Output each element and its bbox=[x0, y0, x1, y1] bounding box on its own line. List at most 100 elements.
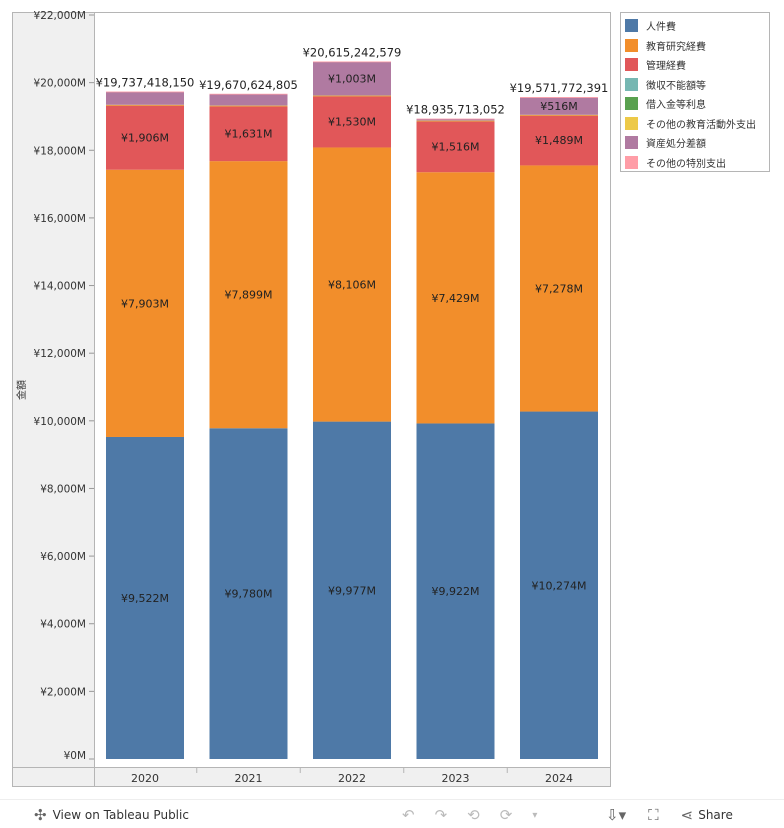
bar-segment bbox=[416, 120, 495, 173]
bar-segment bbox=[209, 161, 288, 429]
bar-segment bbox=[209, 105, 288, 107]
segment-label: ¥516M bbox=[540, 100, 578, 113]
legend-swatch bbox=[625, 116, 638, 130]
bar-segment bbox=[520, 115, 598, 166]
bar-segment bbox=[209, 428, 288, 759]
bar-segment bbox=[106, 105, 184, 170]
legend: 人件費教育研究経費 管理経費徴収不能額等 借入金等利息その他の教育活動外支出 資産処分… bbox=[620, 12, 770, 172]
share-icon: ⋖ bbox=[680, 806, 694, 824]
segment-label: ¥7,899M bbox=[225, 289, 273, 302]
refresh-icon[interactable]: ⟳ bbox=[499, 806, 513, 824]
legend-item[interactable]: その他の特別支出 bbox=[625, 153, 769, 173]
bar-segment bbox=[209, 105, 288, 162]
bar-segment bbox=[313, 95, 391, 97]
legend-swatch bbox=[625, 155, 638, 169]
segment-label: ¥9,522M bbox=[121, 592, 169, 605]
x-tick-label: 2022 bbox=[338, 772, 366, 785]
y-tick-label: ¥12,000M bbox=[34, 348, 86, 360]
y-tick-label: ¥22,000M bbox=[34, 10, 86, 22]
segment-label: ¥7,903M bbox=[121, 297, 169, 310]
bar-segment bbox=[313, 61, 391, 63]
tableau-toolbar: ✣ View on Tableau Public ↶ ↷ ⟲ ⟳ ▾ ⇩▾ ⛶ … bbox=[0, 799, 784, 828]
bar-segment bbox=[209, 94, 288, 106]
bar-segment bbox=[313, 421, 391, 759]
segment-label: ¥1,516M bbox=[432, 141, 480, 154]
segment-label: ¥1,489M bbox=[535, 134, 583, 147]
y-tick-label: ¥6,000M bbox=[40, 551, 86, 563]
y-tick-label: ¥14,000M bbox=[34, 281, 86, 293]
legend-swatch bbox=[625, 136, 638, 150]
tableau-logo-icon: ✣ bbox=[34, 806, 47, 824]
x-tick-label: 2020 bbox=[131, 772, 159, 785]
legend-item[interactable]: その他の教育活動外支出 bbox=[625, 114, 769, 134]
bar-segment bbox=[520, 114, 598, 116]
bar-segment bbox=[106, 436, 184, 759]
y-tick-label: ¥18,000M bbox=[34, 145, 86, 157]
y-tick-label: ¥16,000M bbox=[34, 213, 86, 225]
share-button[interactable]: ⋖ Share bbox=[681, 806, 733, 824]
legend-label: その他の特別支出 bbox=[646, 158, 726, 170]
revert-icon[interactable]: ⟲ bbox=[467, 806, 480, 824]
segment-label: ¥1,530M bbox=[328, 116, 376, 129]
undo-icon[interactable]: ↶ bbox=[402, 806, 415, 824]
pause-dropdown-icon[interactable]: ▾ bbox=[532, 809, 538, 821]
bar-segment bbox=[520, 97, 598, 115]
total-label: ¥18,935,713,052 bbox=[406, 103, 505, 117]
segment-label: ¥10,274M bbox=[532, 579, 587, 592]
y-tick-label: ¥8,000M bbox=[40, 483, 86, 495]
legend-label: 資産処分差額 bbox=[646, 139, 706, 151]
y-tick-label: ¥20,000M bbox=[34, 78, 86, 90]
legend-item[interactable]: 人件費 bbox=[625, 16, 769, 36]
legend-swatch bbox=[625, 77, 638, 91]
y-axis-title: 金額 bbox=[15, 380, 28, 400]
y-axis-panel bbox=[12, 12, 94, 787]
legend-label: 借入金等利息 bbox=[646, 100, 706, 112]
bar-segment bbox=[106, 91, 184, 93]
y-tick-label: ¥10,000M bbox=[34, 416, 86, 428]
total-label: ¥19,737,418,150 bbox=[96, 76, 195, 90]
legend-label: 教育研究経費 bbox=[646, 41, 706, 53]
legend-swatch bbox=[625, 58, 638, 72]
segment-label: ¥8,106M bbox=[328, 279, 376, 292]
bar-segment bbox=[520, 97, 598, 98]
segment-label: ¥9,922M bbox=[432, 585, 480, 598]
bar-segment bbox=[313, 147, 391, 422]
segment-label: ¥1,003M bbox=[328, 73, 376, 86]
segment-label: ¥7,429M bbox=[432, 292, 480, 305]
segment-label: ¥7,278M bbox=[535, 282, 583, 295]
x-tick-label: 2021 bbox=[235, 772, 263, 785]
bar-segment bbox=[520, 411, 598, 759]
total-label: ¥19,670,624,805 bbox=[199, 78, 298, 92]
legend-item[interactable]: 教育研究経費 bbox=[625, 36, 769, 56]
redo-icon[interactable]: ↷ bbox=[434, 806, 448, 824]
bar-segment bbox=[106, 104, 184, 106]
legend-item[interactable]: 借入金等利息 bbox=[625, 94, 769, 114]
bar-segment bbox=[520, 165, 598, 412]
bar-segment bbox=[106, 91, 184, 105]
bar-segment bbox=[416, 120, 495, 122]
bar-segment bbox=[416, 172, 495, 424]
legend-item[interactable]: 管理経費 bbox=[625, 55, 769, 75]
bar-segment bbox=[209, 93, 288, 95]
legend-label: 徴収不能額等 bbox=[646, 80, 706, 92]
download-icon[interactable]: ⇩▾ bbox=[606, 806, 627, 824]
chart-border bbox=[12, 12, 611, 787]
y-tick-label: ¥4,000M bbox=[40, 619, 86, 631]
bar-segment bbox=[416, 423, 495, 759]
legend-label: 人件費 bbox=[646, 22, 676, 34]
legend-label: その他の教育活動外支出 bbox=[646, 119, 756, 131]
y-tick-label: ¥0M bbox=[64, 750, 86, 762]
legend-item[interactable]: 資産処分差額 bbox=[625, 133, 769, 153]
bar-segment bbox=[313, 61, 391, 96]
segment-label: ¥1,631M bbox=[225, 128, 273, 141]
view-label: View on Tableau Public bbox=[52, 808, 189, 822]
legend-swatch bbox=[625, 97, 638, 111]
fullscreen-icon[interactable]: ⛶ bbox=[648, 806, 659, 824]
view-on-tableau-link[interactable]: ✣ View on Tableau Public bbox=[34, 806, 189, 824]
bar-segment bbox=[106, 169, 184, 437]
segment-label: ¥9,977M bbox=[328, 584, 376, 597]
legend-item[interactable]: 徴収不能額等 bbox=[625, 75, 769, 95]
x-tick-label: 2023 bbox=[442, 772, 470, 785]
bar-segment bbox=[313, 95, 391, 148]
legend-label: 管理経費 bbox=[646, 61, 686, 73]
